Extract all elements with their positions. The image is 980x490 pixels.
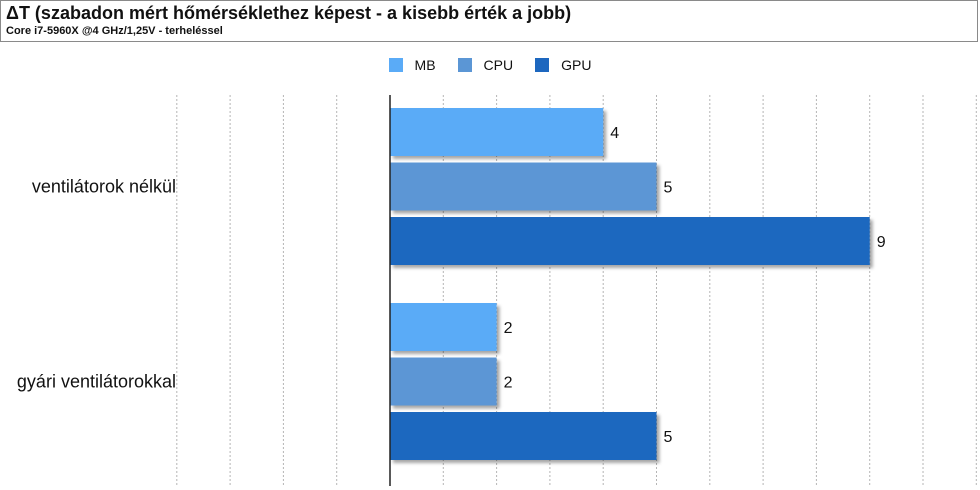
legend-label-mb: MB [414, 57, 436, 73]
bar-mb-0 [390, 108, 604, 156]
category-label-0: ventilátorok nélkül [32, 177, 176, 197]
legend-item-mb: MB [388, 57, 436, 73]
data-label-cpu-0: 5 [664, 180, 673, 197]
data-label-cpu-1: 2 [504, 375, 513, 392]
chart-legend: MB CPU GPU [0, 57, 980, 73]
legend-swatch-cpu [457, 58, 472, 72]
legend-label-gpu: GPU [561, 57, 592, 73]
legend-item-cpu: CPU [457, 57, 514, 73]
chart-header: ΔT (szabadon mért hőmérséklethez képest … [0, 0, 978, 42]
chart-title: ΔT (szabadon mért hőmérséklethez képest … [6, 3, 572, 23]
data-label-mb-0: 4 [610, 125, 619, 142]
data-label-gpu-0: 9 [877, 234, 886, 251]
category-label-1: gyári ventilátorokkal [17, 372, 176, 392]
legend-label-cpu: CPU [483, 57, 514, 73]
bar-gpu-1 [390, 412, 657, 460]
data-label-gpu-1: 5 [664, 429, 673, 446]
legend-item-gpu: GPU [535, 57, 591, 73]
bar-cpu-1 [390, 357, 497, 406]
bar-cpu-0 [390, 162, 657, 211]
bar-mb-1 [390, 303, 497, 351]
chart-subtitle: Core i7-5960X @4 GHz/1,25V - terheléssel [6, 25, 223, 37]
legend-swatch-mb [388, 58, 403, 72]
legend-swatch-gpu [535, 58, 550, 72]
bar-gpu-0 [390, 217, 870, 265]
data-label-mb-1: 2 [504, 320, 513, 337]
